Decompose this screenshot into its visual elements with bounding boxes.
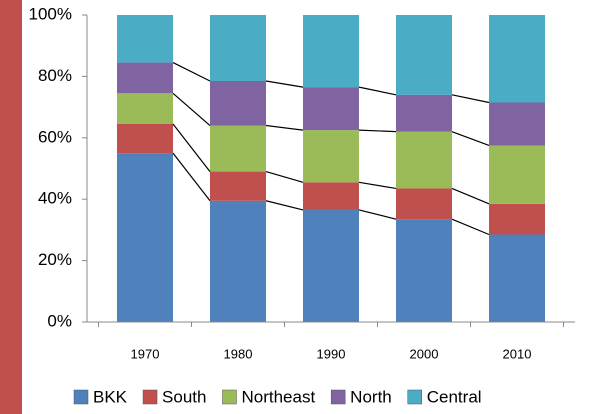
series-line — [172, 152, 211, 202]
series-line — [265, 80, 304, 88]
legend-label: Central — [427, 387, 482, 406]
legend: BKK South Northeast North Central — [73, 387, 482, 406]
series-line — [451, 187, 490, 205]
bar-segment — [210, 125, 266, 172]
legend-swatch — [222, 389, 237, 405]
y-tick-label: 0% — [47, 311, 72, 330]
bar-segment — [117, 15, 173, 63]
series-line — [358, 209, 397, 220]
bar-segment — [396, 94, 452, 132]
bar-segment — [396, 188, 452, 220]
bar-segment — [210, 200, 266, 322]
bar-segment — [117, 93, 173, 124]
bar-segment — [303, 182, 359, 210]
bar-segment — [396, 219, 452, 322]
y-tick-label: 40% — [38, 189, 72, 208]
y-tick-label: 100% — [29, 4, 72, 23]
series-line — [265, 170, 304, 183]
bar-segment — [396, 15, 452, 95]
series-line — [172, 123, 211, 172]
series-line — [265, 124, 304, 131]
series-line — [358, 129, 397, 133]
bar-segment — [396, 131, 452, 189]
bar-segment — [210, 81, 266, 126]
series-line — [451, 218, 490, 236]
series-line — [451, 131, 490, 147]
x-tick-label: 1990 — [317, 346, 346, 361]
y-tick-label: 80% — [38, 66, 72, 85]
legend-label: North — [350, 387, 392, 406]
legend-swatch — [142, 389, 158, 405]
series-line — [358, 181, 397, 190]
y-tick-label: 20% — [38, 250, 72, 269]
bar-segment — [303, 87, 359, 131]
bar-segment — [117, 153, 173, 322]
x-tick-label: 2000 — [410, 346, 439, 361]
bar-segment — [210, 171, 266, 201]
bar-segment — [489, 234, 545, 322]
legend-label: South — [162, 387, 206, 406]
legend-label: BKK — [93, 387, 128, 406]
legend-label: Northeast — [241, 387, 315, 406]
bar-segment — [117, 62, 173, 94]
series-line — [265, 200, 304, 211]
series-line — [172, 92, 211, 126]
bar-segment — [489, 203, 545, 235]
x-tick-label: 2010 — [503, 346, 532, 361]
bar-segment — [117, 123, 173, 154]
bar-segment — [489, 15, 545, 103]
bar-segment — [489, 145, 545, 204]
x-tick-label: 1970 — [131, 346, 160, 361]
y-tick-label: 60% — [38, 127, 72, 146]
x-tick-label: 1980 — [224, 346, 253, 361]
legend-swatch — [407, 389, 422, 405]
legend-swatch — [73, 389, 89, 405]
bar-segment — [303, 15, 359, 88]
series-line — [451, 94, 490, 104]
legend-swatch — [330, 389, 346, 405]
bar-segment — [489, 102, 545, 146]
series-line — [358, 86, 397, 96]
side-strip — [0, 0, 22, 414]
bar-segment — [210, 15, 266, 82]
series-line — [172, 62, 211, 82]
bar-segment — [303, 209, 359, 322]
bar-segment — [303, 130, 359, 183]
